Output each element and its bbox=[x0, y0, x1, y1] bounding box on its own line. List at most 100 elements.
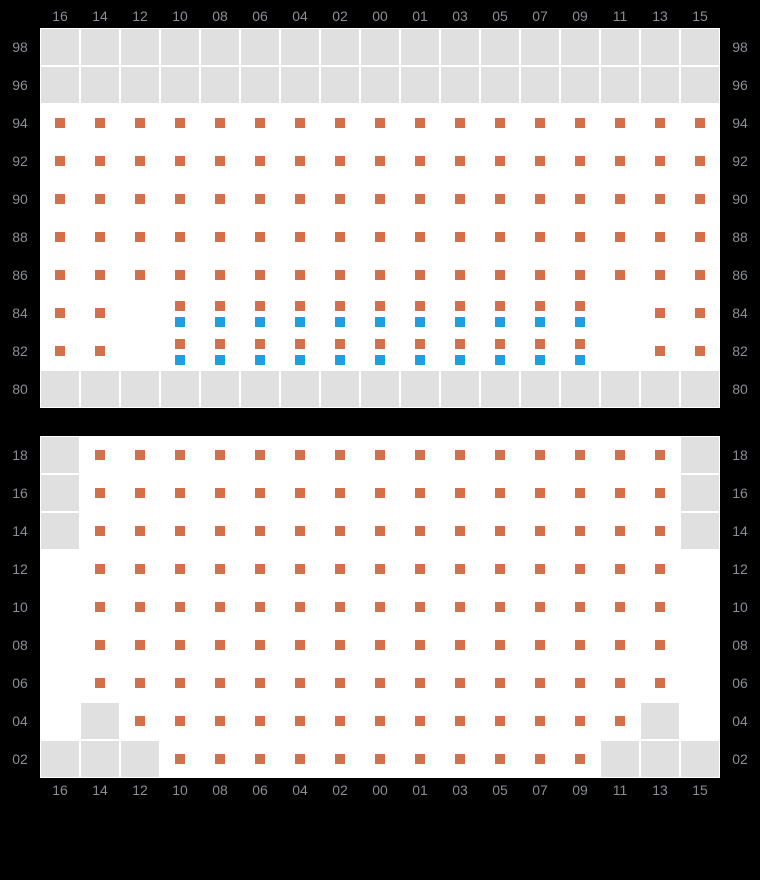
seat-cell[interactable] bbox=[640, 66, 680, 104]
seat-cell[interactable] bbox=[480, 28, 520, 66]
seat-cell[interactable] bbox=[40, 626, 80, 664]
seat-cell[interactable] bbox=[560, 664, 600, 702]
seat-cell[interactable] bbox=[280, 218, 320, 256]
seat-cell[interactable] bbox=[320, 664, 360, 702]
seat-cell[interactable] bbox=[400, 218, 440, 256]
seat-cell[interactable] bbox=[640, 664, 680, 702]
seat-cell[interactable] bbox=[200, 626, 240, 664]
seat-cell[interactable] bbox=[600, 626, 640, 664]
seat-cell[interactable] bbox=[320, 104, 360, 142]
seat-cell[interactable] bbox=[40, 474, 80, 512]
seat-cell[interactable] bbox=[40, 28, 80, 66]
seat-cell[interactable] bbox=[640, 256, 680, 294]
seat-cell[interactable] bbox=[200, 664, 240, 702]
seat-cell[interactable] bbox=[80, 142, 120, 180]
seat-cell[interactable] bbox=[400, 550, 440, 588]
seat-cell[interactable] bbox=[400, 370, 440, 408]
seat-cell[interactable] bbox=[40, 332, 80, 370]
seat-cell[interactable] bbox=[480, 626, 520, 664]
seat-cell[interactable] bbox=[320, 332, 360, 370]
seat-cell[interactable] bbox=[280, 370, 320, 408]
seat-cell[interactable] bbox=[680, 256, 720, 294]
seat-cell[interactable] bbox=[400, 436, 440, 474]
seat-cell[interactable] bbox=[400, 180, 440, 218]
seat-cell[interactable] bbox=[360, 664, 400, 702]
seat-cell[interactable] bbox=[400, 474, 440, 512]
seat-cell[interactable] bbox=[520, 218, 560, 256]
seat-cell[interactable] bbox=[680, 104, 720, 142]
seat-cell[interactable] bbox=[560, 588, 600, 626]
seat-cell[interactable] bbox=[520, 702, 560, 740]
seat-cell[interactable] bbox=[680, 218, 720, 256]
seat-cell[interactable] bbox=[240, 436, 280, 474]
seat-cell[interactable] bbox=[440, 66, 480, 104]
seat-cell[interactable] bbox=[640, 702, 680, 740]
seat-cell[interactable] bbox=[80, 702, 120, 740]
seat-cell[interactable] bbox=[360, 66, 400, 104]
seat-cell[interactable] bbox=[640, 180, 680, 218]
seat-cell[interactable] bbox=[240, 332, 280, 370]
seat-cell[interactable] bbox=[80, 626, 120, 664]
seat-cell[interactable] bbox=[640, 332, 680, 370]
seat-cell[interactable] bbox=[120, 436, 160, 474]
seat-cell[interactable] bbox=[320, 588, 360, 626]
seat-cell[interactable] bbox=[560, 474, 600, 512]
seat-cell[interactable] bbox=[280, 588, 320, 626]
seat-cell[interactable] bbox=[280, 104, 320, 142]
seat-cell[interactable] bbox=[160, 104, 200, 142]
seat-cell[interactable] bbox=[320, 740, 360, 778]
seat-cell[interactable] bbox=[80, 28, 120, 66]
seat-cell[interactable] bbox=[120, 588, 160, 626]
seat-cell[interactable] bbox=[600, 588, 640, 626]
seat-cell[interactable] bbox=[120, 256, 160, 294]
seat-cell[interactable] bbox=[440, 370, 480, 408]
seat-cell[interactable] bbox=[640, 588, 680, 626]
seat-cell[interactable] bbox=[160, 294, 200, 332]
seat-cell[interactable] bbox=[360, 626, 400, 664]
seat-cell[interactable] bbox=[400, 702, 440, 740]
seat-cell[interactable] bbox=[560, 512, 600, 550]
seat-cell[interactable] bbox=[400, 66, 440, 104]
seat-cell[interactable] bbox=[120, 294, 160, 332]
seat-cell[interactable] bbox=[400, 588, 440, 626]
seat-cell[interactable] bbox=[360, 218, 400, 256]
seat-cell[interactable] bbox=[440, 626, 480, 664]
seat-cell[interactable] bbox=[520, 550, 560, 588]
seat-cell[interactable] bbox=[280, 664, 320, 702]
seat-cell[interactable] bbox=[560, 294, 600, 332]
seat-cell[interactable] bbox=[520, 180, 560, 218]
seat-cell[interactable] bbox=[480, 702, 520, 740]
seat-cell[interactable] bbox=[200, 294, 240, 332]
seat-cell[interactable] bbox=[440, 664, 480, 702]
seat-cell[interactable] bbox=[200, 28, 240, 66]
seat-cell[interactable] bbox=[120, 370, 160, 408]
seat-cell[interactable] bbox=[440, 702, 480, 740]
seat-cell[interactable] bbox=[360, 436, 400, 474]
seat-cell[interactable] bbox=[360, 370, 400, 408]
seat-cell[interactable] bbox=[160, 740, 200, 778]
seat-cell[interactable] bbox=[80, 256, 120, 294]
seat-cell[interactable] bbox=[480, 664, 520, 702]
seat-cell[interactable] bbox=[600, 512, 640, 550]
seat-cell[interactable] bbox=[160, 702, 200, 740]
seat-cell[interactable] bbox=[240, 104, 280, 142]
seat-cell[interactable] bbox=[200, 436, 240, 474]
seat-cell[interactable] bbox=[360, 512, 400, 550]
seat-cell[interactable] bbox=[600, 218, 640, 256]
seat-cell[interactable] bbox=[680, 664, 720, 702]
seat-cell[interactable] bbox=[280, 294, 320, 332]
seat-cell[interactable] bbox=[520, 256, 560, 294]
seat-cell[interactable] bbox=[240, 370, 280, 408]
seat-cell[interactable] bbox=[280, 436, 320, 474]
seat-cell[interactable] bbox=[80, 66, 120, 104]
seat-cell[interactable] bbox=[200, 702, 240, 740]
seat-cell[interactable] bbox=[360, 740, 400, 778]
seat-cell[interactable] bbox=[680, 436, 720, 474]
seat-cell[interactable] bbox=[600, 104, 640, 142]
seat-cell[interactable] bbox=[80, 550, 120, 588]
seat-cell[interactable] bbox=[480, 294, 520, 332]
seat-cell[interactable] bbox=[600, 256, 640, 294]
seat-cell[interactable] bbox=[520, 626, 560, 664]
seat-cell[interactable] bbox=[280, 626, 320, 664]
seat-cell[interactable] bbox=[480, 66, 520, 104]
